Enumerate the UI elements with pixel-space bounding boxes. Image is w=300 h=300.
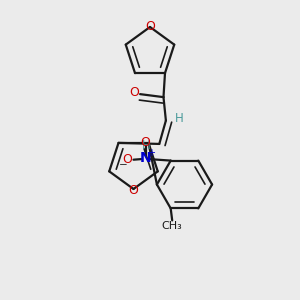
Text: H: H (142, 139, 151, 152)
Text: CH₃: CH₃ (162, 221, 183, 231)
Text: N: N (140, 152, 151, 166)
Text: O: O (141, 136, 150, 149)
Text: −: − (119, 160, 128, 170)
Text: O: O (145, 20, 155, 33)
Text: H: H (175, 112, 184, 124)
Text: O: O (129, 86, 139, 99)
Text: O: O (123, 153, 132, 166)
Text: +: + (147, 148, 155, 158)
Text: O: O (129, 184, 138, 197)
